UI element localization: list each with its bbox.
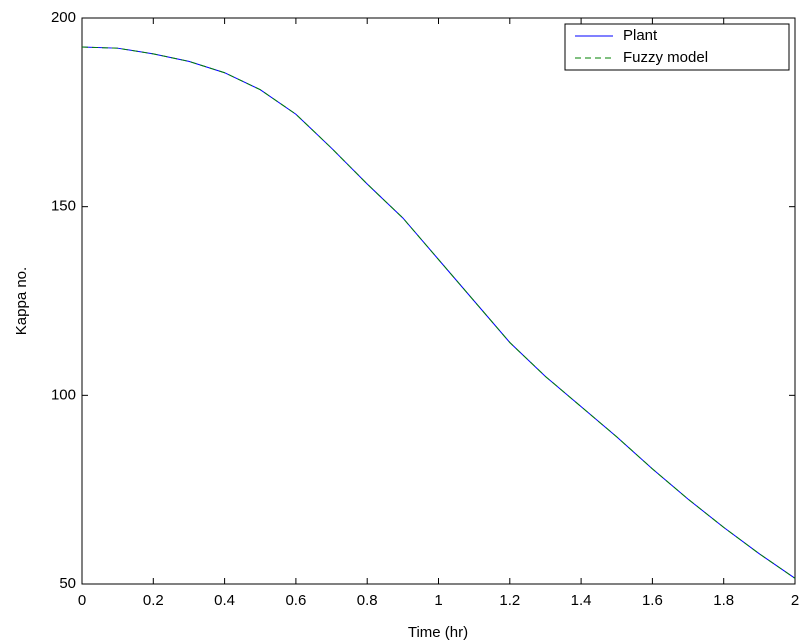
legend-label: Plant bbox=[623, 27, 658, 44]
x-axis-label: Time (hr) bbox=[408, 624, 468, 641]
y-tick-label: 150 bbox=[51, 198, 76, 215]
x-tick-label: 2 bbox=[791, 592, 799, 609]
x-tick-label: 1.8 bbox=[713, 592, 734, 609]
y-tick-label: 100 bbox=[51, 386, 76, 403]
x-tick-label: 0 bbox=[78, 592, 86, 609]
legend-label: Fuzzy model bbox=[623, 49, 708, 66]
x-tick-label: 1 bbox=[434, 592, 442, 609]
line-series bbox=[81, 46, 796, 579]
y-tick-label: 50 bbox=[59, 575, 76, 592]
x-tick-label: 1.6 bbox=[642, 592, 663, 609]
y-axis-label: Kappa no. bbox=[13, 267, 30, 335]
y-tick-label: 200 bbox=[51, 9, 76, 26]
x-tick-label: 0.4 bbox=[214, 592, 235, 609]
x-tick-label: 0.2 bbox=[143, 592, 164, 609]
legend-box bbox=[564, 23, 790, 71]
x-tick-label: 1.2 bbox=[499, 592, 520, 609]
x-tick-label: 0.6 bbox=[285, 592, 306, 609]
x-tick-label: 1.4 bbox=[571, 592, 592, 609]
x-tick-label: 0.8 bbox=[357, 592, 378, 609]
